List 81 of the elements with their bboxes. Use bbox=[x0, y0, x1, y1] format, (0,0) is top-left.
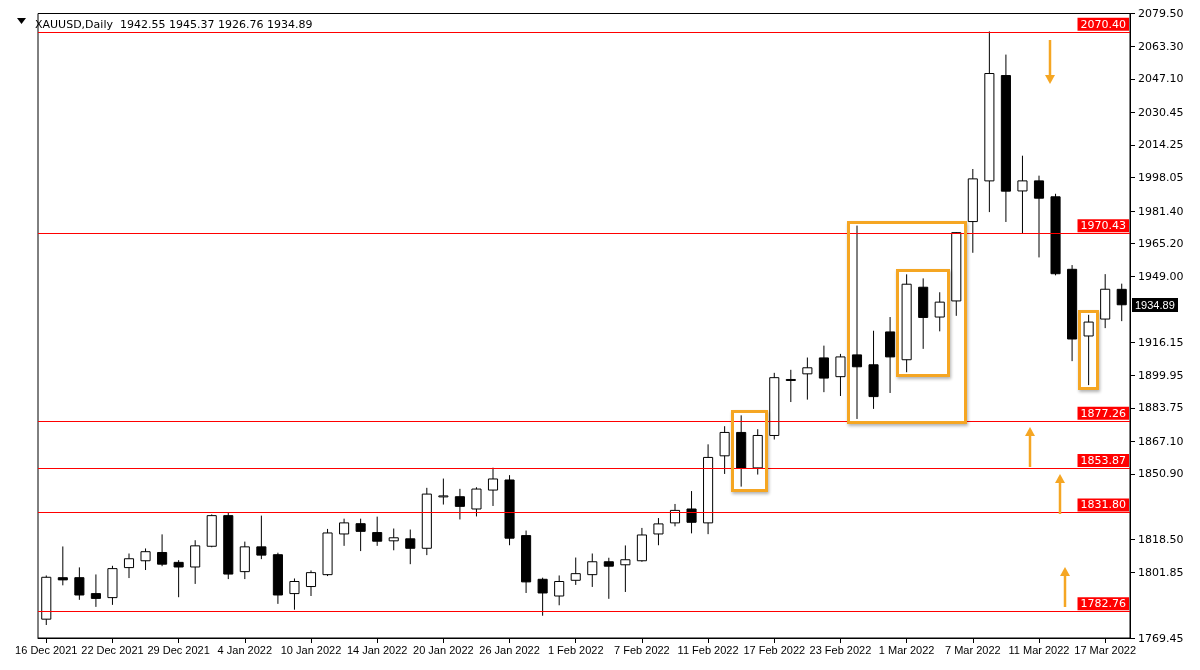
candlestick bbox=[537, 577, 548, 617]
x-tick-label: 7 Feb 2022 bbox=[614, 643, 670, 656]
y-tick-label: 2014.25 bbox=[1138, 138, 1184, 152]
x-tick-label: 29 Dec 2021 bbox=[147, 643, 210, 656]
candlestick bbox=[438, 478, 449, 506]
candlestick bbox=[388, 528, 399, 551]
candlestick bbox=[554, 574, 565, 606]
candlestick bbox=[123, 553, 135, 579]
candlestick bbox=[256, 515, 267, 560]
x-tick-label: 1 Mar 2022 bbox=[878, 643, 935, 656]
y-tick-label: 1949.00 bbox=[1138, 269, 1184, 283]
candlestick bbox=[487, 467, 499, 507]
candlestick bbox=[1116, 283, 1127, 322]
y-tick-label: 1899.95 bbox=[1138, 368, 1184, 382]
candlestick bbox=[934, 291, 945, 332]
candlestick bbox=[1017, 155, 1028, 235]
chart-title: XAUUSD,Daily 1942.55 1945.37 1926.76 1934.89 bbox=[35, 18, 313, 31]
candlestick bbox=[140, 547, 151, 571]
candlestick bbox=[90, 573, 101, 608]
ref-line-label: 2070.40 bbox=[1080, 17, 1126, 31]
y-tick-label: 1965.20 bbox=[1138, 237, 1184, 251]
candlestick bbox=[190, 539, 201, 585]
candlestick bbox=[57, 545, 68, 586]
candlestick bbox=[851, 225, 863, 420]
y-tick-label: 1801.85 bbox=[1138, 566, 1184, 580]
y-tick-label: 1981.40 bbox=[1138, 204, 1184, 218]
y-tick-label: 1916.15 bbox=[1138, 336, 1184, 350]
candlestick bbox=[454, 488, 465, 520]
candlestick bbox=[620, 544, 631, 593]
candlestick bbox=[1033, 175, 1045, 258]
y-tick-label: 1850.90 bbox=[1138, 467, 1184, 481]
candlestick bbox=[603, 557, 614, 600]
candlestick bbox=[471, 486, 482, 517]
x-tick-label: 26 Jan 2022 bbox=[479, 643, 540, 656]
text: 1934.89 bbox=[1132, 297, 1178, 312]
x-tick-label: 1 Feb 2022 bbox=[547, 643, 604, 656]
x-tick-label: 11 Feb 2022 bbox=[677, 643, 739, 656]
y-tick-label: 2079.50 bbox=[1138, 7, 1184, 20]
candlestick bbox=[289, 577, 300, 611]
candlestick bbox=[74, 566, 85, 601]
y-tick-label: 1769.45 bbox=[1138, 631, 1184, 645]
x-tick-label: 16 Dec 2021 bbox=[15, 643, 78, 656]
candlestick bbox=[835, 353, 846, 397]
candlestick bbox=[570, 557, 581, 586]
x-tick-label: 17 Feb 2022 bbox=[743, 643, 806, 656]
candlestick bbox=[173, 559, 184, 598]
ref-line-label: 1831.80 bbox=[1080, 498, 1126, 512]
x-tick-label: 23 Feb 2022 bbox=[809, 643, 872, 656]
candlestick bbox=[157, 533, 168, 567]
ref-line-label: 1853.87 bbox=[1080, 453, 1126, 467]
ref-line-label: 1970.43 bbox=[1080, 219, 1126, 233]
candlestick bbox=[1083, 314, 1094, 386]
candlestick bbox=[653, 517, 664, 546]
candlestick bbox=[405, 529, 416, 565]
x-tick-label: 17 Mar 2022 bbox=[1074, 643, 1137, 656]
y-tick-label: 1867.10 bbox=[1138, 434, 1184, 448]
x-tick-label: 20 Jan 2022 bbox=[413, 643, 474, 656]
y-tick-label: 2063.30 bbox=[1138, 39, 1184, 53]
candlestick bbox=[818, 345, 829, 393]
x-tick-label: 14 Jan 2022 bbox=[346, 643, 408, 656]
y-tick-label: 1998.05 bbox=[1138, 171, 1184, 185]
candlestick bbox=[785, 369, 796, 403]
x-tick-label: 10 Jan 2022 bbox=[280, 643, 342, 656]
y-tick-label: 2047.10 bbox=[1138, 72, 1184, 86]
candlestick bbox=[355, 518, 366, 552]
ref-line-label: 1782.76 bbox=[1080, 597, 1126, 611]
x-tick-label: 22 Dec 2021 bbox=[81, 643, 144, 656]
ref-line-label: 1877.26 bbox=[1080, 406, 1126, 420]
candlestick bbox=[686, 490, 697, 534]
candlestick bbox=[802, 357, 813, 401]
candlestick bbox=[305, 569, 317, 597]
y-tick-label: 1883.75 bbox=[1138, 401, 1184, 415]
x-tick-label: 4 Jan 2022 bbox=[217, 643, 273, 656]
candlestick bbox=[587, 553, 598, 588]
x-tick-label: 11 Mar 2022 bbox=[1008, 643, 1070, 656]
y-tick-label: 1818.50 bbox=[1138, 532, 1184, 546]
candlestick bbox=[719, 425, 730, 475]
candlestick bbox=[339, 518, 350, 547]
y-tick-label: 2030.45 bbox=[1138, 105, 1184, 119]
x-tick-label: 7 Mar 2022 bbox=[944, 643, 1001, 656]
candlestick bbox=[372, 516, 383, 547]
